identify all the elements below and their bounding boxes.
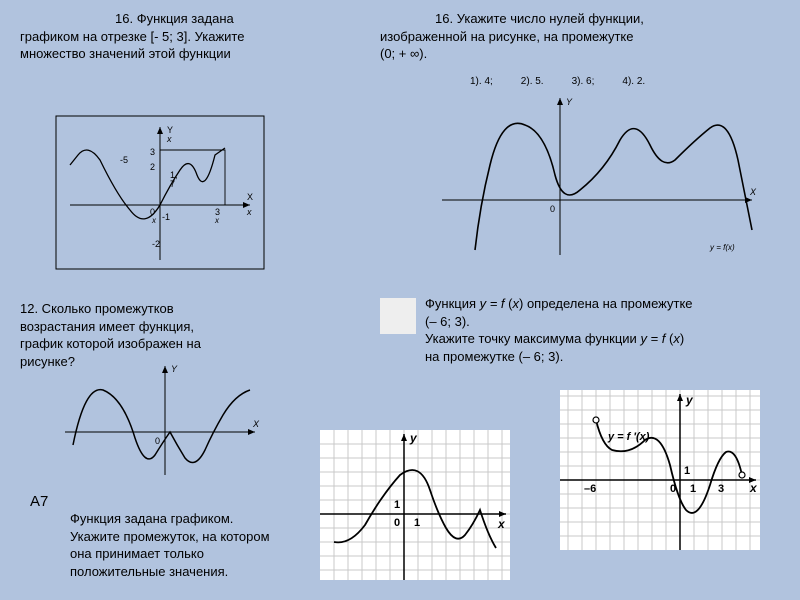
c2-x: X — [749, 187, 757, 197]
c1-m2: -2 — [152, 239, 160, 249]
c1-0x: x — [151, 216, 157, 225]
c4-1x: 1 — [414, 517, 420, 529]
c1-x-sub: x — [246, 207, 252, 217]
c2-0: 0 — [550, 204, 555, 214]
c3-x: X — [252, 419, 260, 429]
c1-m5: -5 — [120, 155, 128, 165]
q16a-text: 16. Функция задана графиком на отрезке [… — [20, 10, 360, 63]
c1-x: X — [247, 192, 253, 202]
q16a-num: 16. — [115, 11, 133, 26]
c5-1x: 1 — [690, 483, 696, 495]
chart5: y x 1 0 1 3 –6 y = f ′(x) — [560, 390, 760, 550]
chart2: Y 0 X y = f(x) — [430, 90, 760, 260]
c5-1y: 1 — [684, 465, 690, 477]
chart4: y x 1 0 1 — [320, 430, 510, 580]
c1-3xs: x — [214, 216, 220, 225]
c4-1y: 1 — [394, 499, 400, 511]
c1-t2: 2 — [150, 162, 155, 172]
c2-fn: y = f(x) — [709, 243, 735, 252]
a7-label: A7 — [30, 492, 48, 512]
c4-y: y — [409, 431, 418, 445]
blank-box — [380, 298, 416, 334]
c5-3: 3 — [718, 483, 724, 495]
c5-fn: y = f ′(x) — [607, 431, 650, 443]
c2-y: Y — [566, 97, 573, 107]
c3-y: Y — [171, 364, 178, 374]
c1-t3: 3 — [150, 147, 155, 157]
c5-y: y — [685, 393, 694, 407]
maxpoint-text: Функция y = f (x) определена на промежут… — [425, 295, 780, 365]
c1-17b: 7 — [170, 179, 175, 189]
q16b-answers: 1). 4; 2). 5. 3). 6; 4). 2. — [470, 75, 645, 89]
chart1: Y x X x -5 3 2 1, 7 0 x -1 3 x -2 — [55, 115, 265, 270]
c3-0: 0 — [155, 436, 160, 446]
a7-text: Функция задана графиком. Укажите промежу… — [70, 510, 310, 580]
c5-x: x — [749, 481, 758, 495]
ans2: 2). 5. — [521, 75, 544, 89]
c5-0: 0 — [670, 483, 676, 495]
c1-y-sub: x — [166, 134, 172, 144]
c1-m1: -1 — [162, 212, 170, 222]
ans3: 3). 6; — [572, 75, 595, 89]
c4-0: 0 — [394, 517, 400, 529]
chart3: Y 0 X — [55, 360, 265, 480]
c5-m6: –6 — [584, 483, 596, 495]
q16b-num: 16. — [435, 11, 453, 26]
q16b-text: 16. Укажите число нулей функции, изображ… — [380, 10, 770, 63]
ans4: 4). 2. — [622, 75, 645, 89]
ans1: 1). 4; — [470, 75, 493, 89]
c4-x: x — [497, 517, 506, 531]
